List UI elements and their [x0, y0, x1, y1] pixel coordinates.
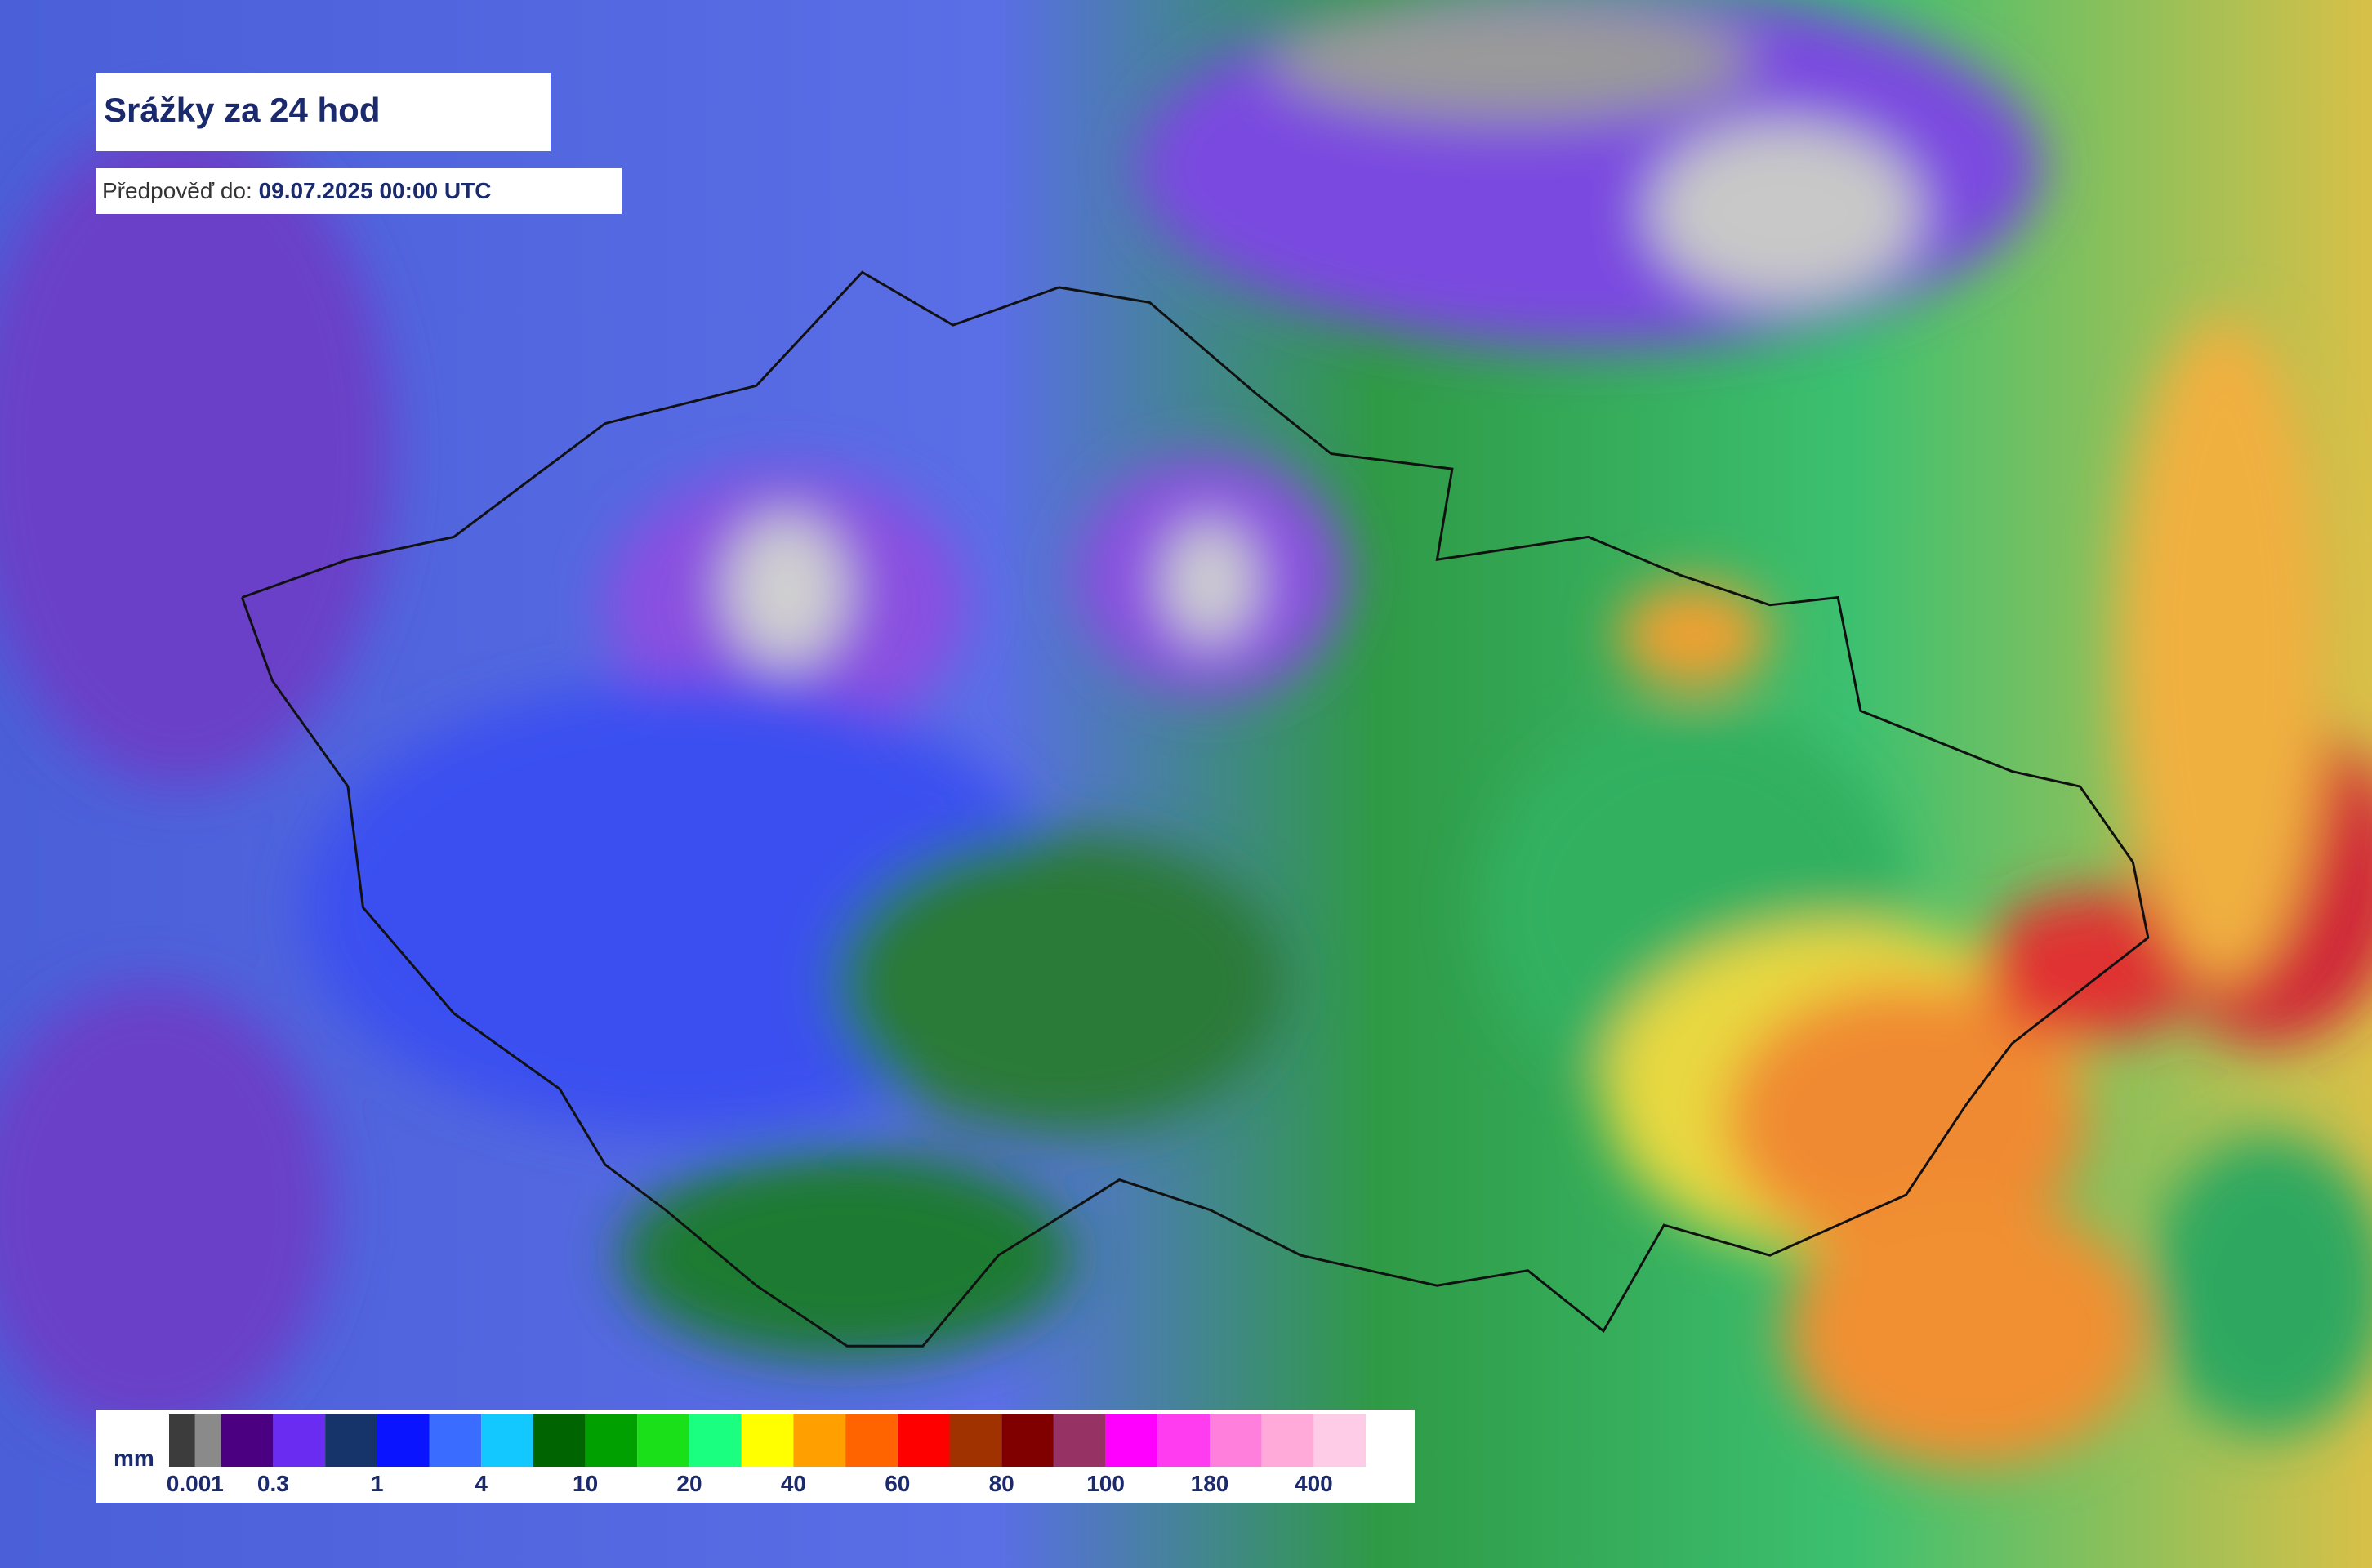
legend-label: 20 [676, 1471, 702, 1496]
precip-fields [0, 0, 2372, 1468]
legend-swatch [897, 1414, 950, 1467]
legend-unit: mm [114, 1446, 154, 1471]
legend-swatch [741, 1414, 794, 1467]
legend-label: 100 [1086, 1471, 1125, 1496]
legend-swatch [169, 1414, 195, 1467]
legend-label: 0.001 [167, 1471, 224, 1496]
legend-swatch [533, 1414, 586, 1467]
title-box: Srážky za 24 hod [96, 73, 551, 151]
legend-swatch [481, 1414, 533, 1467]
legend-swatch [845, 1414, 898, 1467]
legend-swatch [1105, 1414, 1158, 1467]
legend-swatch [325, 1414, 377, 1467]
legend-label: 0.3 [257, 1471, 289, 1496]
country-border [240, 270, 2150, 1348]
legend-swatch [637, 1414, 689, 1467]
legend-label: 40 [781, 1471, 806, 1496]
legend-swatch [221, 1414, 274, 1467]
legend-label: 400 [1295, 1471, 1333, 1496]
legend-swatch [1261, 1414, 1314, 1467]
legend-label: 1 [371, 1471, 384, 1496]
forecast-label: Předpověď do: [102, 178, 252, 203]
legend-swatch [194, 1414, 221, 1467]
legend-swatch [1366, 1414, 1415, 1467]
forecast-time: 09.07.2025 00:00 UTC [258, 178, 492, 203]
legend-label: 180 [1191, 1471, 1229, 1496]
legend-label: 10 [573, 1471, 598, 1496]
legend-label: 60 [885, 1471, 910, 1496]
legend-scale: 0.001 0.3 1 4 10 20 40 60 80 100 180 400 [167, 1414, 1415, 1496]
legend-swatch [377, 1414, 430, 1467]
legend-swatch [585, 1414, 638, 1467]
legend-swatch [793, 1414, 846, 1467]
legend-swatch [689, 1414, 742, 1467]
legend-swatch [1053, 1414, 1106, 1467]
legend: 0.001 0.3 1 4 10 20 40 60 80 100 180 400 mm [96, 1410, 1415, 1503]
legend-swatch [1001, 1414, 1054, 1467]
legend-swatch [949, 1414, 1002, 1467]
forecast-box: Předpověď do: 09.07.2025 00:00 UTC [96, 168, 622, 214]
legend-label: 80 [989, 1471, 1014, 1496]
legend-swatch [273, 1414, 326, 1467]
legend-label: 4 [475, 1471, 488, 1496]
legend-swatch [1210, 1414, 1262, 1467]
legend-swatch [1157, 1414, 1210, 1467]
title: Srážky za 24 hod [104, 91, 381, 129]
legend-swatch [1313, 1414, 1367, 1467]
legend-swatch [429, 1414, 482, 1467]
